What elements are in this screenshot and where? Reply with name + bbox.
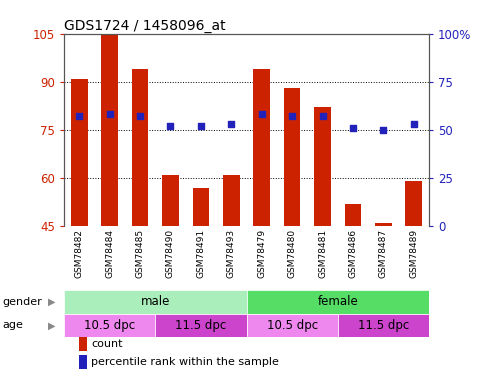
Point bbox=[167, 123, 175, 129]
Text: GSM78486: GSM78486 bbox=[349, 229, 357, 278]
Text: GSM78493: GSM78493 bbox=[227, 229, 236, 278]
Bar bbox=[253, 69, 270, 226]
Bar bbox=[345, 204, 361, 226]
Bar bbox=[162, 175, 179, 226]
Text: ▶: ▶ bbox=[48, 297, 56, 307]
Point bbox=[75, 113, 83, 119]
Bar bbox=[64, 290, 246, 314]
Bar bbox=[246, 314, 338, 337]
Bar bbox=[193, 188, 209, 226]
Text: GSM78481: GSM78481 bbox=[318, 229, 327, 278]
Point bbox=[318, 113, 326, 119]
Bar bbox=[375, 223, 391, 226]
Bar bbox=[223, 175, 240, 226]
Bar bbox=[246, 290, 429, 314]
Text: GSM78484: GSM78484 bbox=[105, 229, 114, 278]
Text: GSM78482: GSM78482 bbox=[75, 229, 84, 278]
Text: 11.5 dpc: 11.5 dpc bbox=[176, 319, 226, 332]
Point bbox=[106, 111, 113, 117]
Text: 11.5 dpc: 11.5 dpc bbox=[358, 319, 409, 332]
Text: GSM78479: GSM78479 bbox=[257, 229, 266, 278]
Point bbox=[258, 111, 266, 117]
Bar bbox=[79, 337, 87, 351]
Bar bbox=[405, 181, 422, 226]
Text: GSM78490: GSM78490 bbox=[166, 229, 175, 278]
Text: 10.5 dpc: 10.5 dpc bbox=[267, 319, 317, 332]
Text: female: female bbox=[317, 296, 358, 308]
Bar bbox=[338, 314, 429, 337]
Text: GSM78487: GSM78487 bbox=[379, 229, 388, 278]
Point bbox=[380, 127, 387, 133]
Bar bbox=[314, 108, 331, 226]
Text: GSM78489: GSM78489 bbox=[409, 229, 418, 278]
Text: gender: gender bbox=[2, 297, 42, 307]
Text: count: count bbox=[92, 339, 123, 349]
Point bbox=[136, 113, 144, 119]
Text: percentile rank within the sample: percentile rank within the sample bbox=[92, 357, 280, 367]
Point bbox=[288, 113, 296, 119]
Text: GSM78480: GSM78480 bbox=[287, 229, 297, 278]
Bar bbox=[102, 34, 118, 226]
Text: GDS1724 / 1458096_at: GDS1724 / 1458096_at bbox=[64, 19, 226, 33]
Point bbox=[227, 121, 235, 127]
Point bbox=[197, 123, 205, 129]
Text: GSM78491: GSM78491 bbox=[196, 229, 206, 278]
Bar bbox=[132, 69, 148, 226]
Bar bbox=[155, 314, 246, 337]
Bar bbox=[64, 314, 155, 337]
Bar bbox=[71, 79, 88, 226]
Text: male: male bbox=[141, 296, 170, 308]
Text: GSM78485: GSM78485 bbox=[136, 229, 144, 278]
Bar bbox=[79, 355, 87, 369]
Point bbox=[349, 125, 357, 131]
Bar bbox=[284, 88, 300, 226]
Text: 10.5 dpc: 10.5 dpc bbox=[84, 319, 135, 332]
Text: ▶: ▶ bbox=[48, 320, 56, 330]
Text: age: age bbox=[2, 320, 23, 330]
Point bbox=[410, 121, 418, 127]
